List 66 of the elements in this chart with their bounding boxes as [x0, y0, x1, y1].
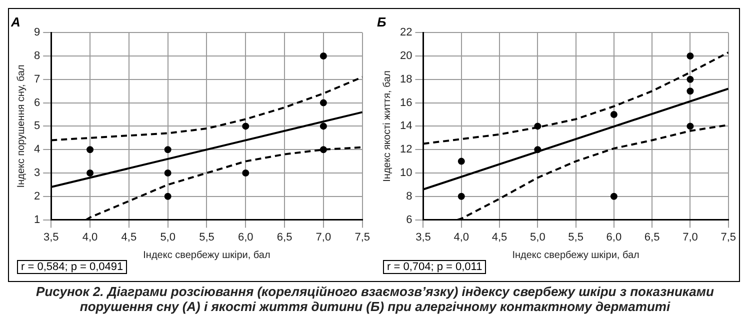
x-tick-label: 3,5 — [416, 231, 431, 244]
point — [320, 146, 327, 154]
point — [686, 122, 694, 130]
y-tick-label: 18 — [400, 73, 412, 86]
point — [242, 122, 250, 130]
point — [320, 99, 327, 106]
text: r = 0,584; p = 0,0491 — [17, 260, 128, 274]
x-tick-label: 6,0 — [606, 231, 622, 244]
y-tick-label: 6 — [34, 96, 40, 109]
y-tick-label: 3 — [34, 167, 40, 180]
x-tick-label: 5,0 — [530, 231, 546, 244]
y-tick-label: 22 — [400, 26, 412, 39]
point — [320, 122, 327, 130]
x-tick-label: 6,5 — [276, 231, 292, 244]
y-tick-label: 12 — [400, 144, 412, 156]
point — [458, 192, 465, 200]
y-tick-label: 2 — [34, 190, 40, 202]
x-tick-label: 4,0 — [82, 231, 98, 244]
point — [86, 170, 94, 176]
y-axis-title: Індекс порушення сну, бал — [16, 64, 27, 188]
y-axis-title: Індекс якості життя, бал — [382, 70, 393, 182]
point — [686, 88, 694, 95]
point — [534, 122, 542, 130]
text: r = 0,704; p = 0,011 — [383, 260, 486, 274]
y-tick-label: 7 — [34, 73, 40, 86]
x-tick-label: 7,0 — [682, 231, 698, 244]
point — [458, 158, 465, 165]
y-tick-label: 10 — [400, 167, 412, 180]
point — [686, 52, 694, 60]
x-tick-label: 6,5 — [644, 231, 660, 244]
y-tick-label: 20 — [400, 50, 412, 62]
y-tick-label: 8 — [34, 50, 40, 62]
chart-title: А — [10, 14, 20, 30]
point — [242, 170, 250, 176]
x-tick-label: 5,5 — [568, 231, 584, 244]
point — [164, 146, 172, 154]
point — [534, 146, 542, 154]
point — [610, 111, 618, 118]
chart-title: Б — [377, 14, 386, 30]
x-tick-label: 7,5 — [354, 231, 370, 244]
x-tick-label: 7,0 — [316, 231, 332, 244]
point — [164, 170, 172, 176]
point — [686, 76, 694, 83]
x-axis-title: Індекс свербежу шкіри, бал — [512, 250, 640, 261]
x-axis-title: Індекс свербежу шкіри, бал — [143, 250, 270, 261]
point — [164, 192, 172, 200]
y-tick-label: 4 — [34, 144, 40, 156]
y-tick-label: 1 — [34, 214, 40, 226]
text: Рисунок 2. Діаграми розсіювання (кореляційного взаємозв’язку) індексу свербежу шкіри з показниками порушення сну (А) і якості життя дитини (Б) при алергічному контактному дерматиті — [35, 284, 715, 314]
y-tick-label: 8 — [406, 190, 412, 202]
x-tick-label: 7,5 — [720, 231, 736, 244]
point — [86, 146, 94, 154]
x-tick-label: 3,5 — [43, 231, 59, 244]
point — [610, 192, 618, 200]
y-tick-label: 14 — [400, 120, 412, 132]
x-tick-label: 4,5 — [492, 231, 508, 244]
point — [320, 52, 327, 60]
y-tick-label: 6 — [406, 214, 412, 226]
x-tick-label: 5,5 — [199, 231, 214, 244]
y-tick-label: 5 — [34, 120, 40, 132]
x-tick-label: 5,0 — [160, 231, 176, 244]
x-tick-label: 4,0 — [454, 231, 470, 244]
y-tick-label: 16 — [400, 96, 412, 109]
x-tick-label: 6,0 — [238, 231, 254, 244]
x-tick-label: 4,5 — [121, 231, 137, 244]
y-tick-label: 9 — [34, 26, 40, 39]
